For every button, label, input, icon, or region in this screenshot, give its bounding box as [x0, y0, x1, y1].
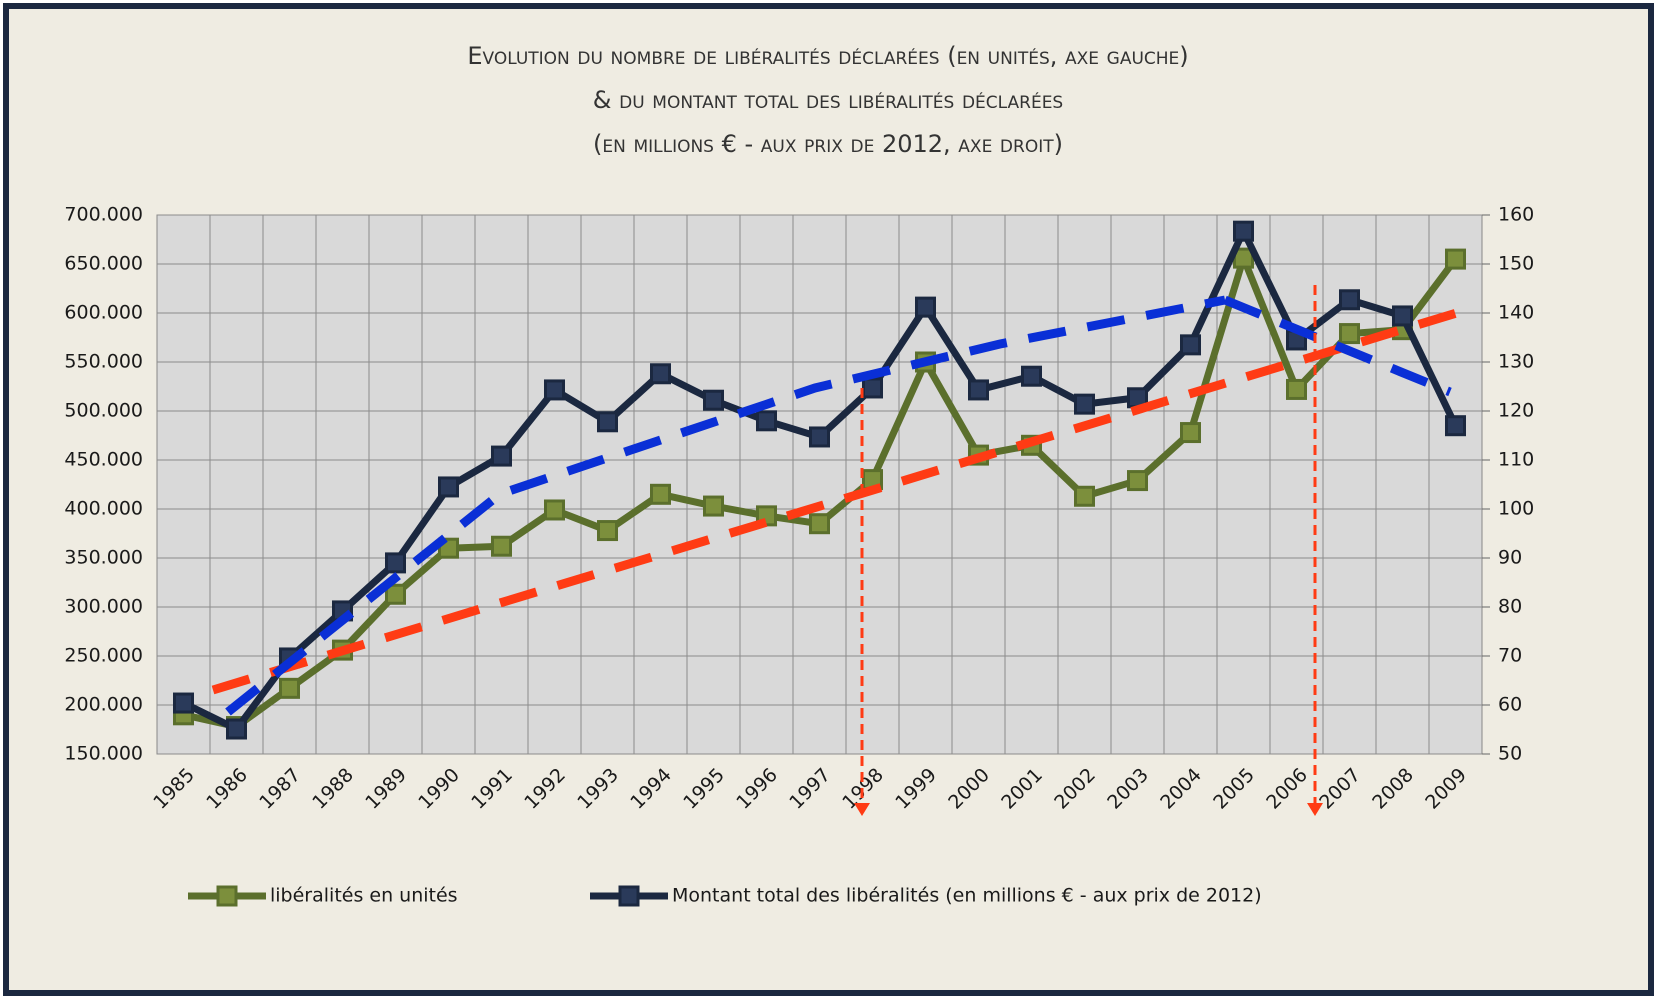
y-tick-label: 250.000 — [64, 645, 143, 667]
marker — [1445, 415, 1466, 437]
marker — [968, 379, 989, 401]
y-tick-label: 150.000 — [64, 743, 143, 765]
marker — [597, 411, 618, 433]
y2-tick-label: 120 — [1498, 400, 1534, 422]
marker — [438, 476, 459, 498]
y2-tick-label: 160 — [1498, 204, 1534, 226]
marker — [809, 513, 830, 535]
plot-area — [156, 214, 1483, 755]
y-tick-label: 600.000 — [64, 302, 143, 324]
marker — [703, 389, 724, 411]
marker — [915, 296, 936, 318]
y-tick-label: 400.000 — [64, 498, 143, 520]
marker — [597, 520, 618, 542]
legend-marker — [216, 885, 238, 907]
title-line: Evolution du nombre de libéralités décla… — [467, 42, 1188, 70]
marker — [1180, 334, 1201, 356]
marker — [226, 718, 247, 740]
marker — [1021, 365, 1042, 387]
marker — [279, 677, 300, 699]
marker — [809, 426, 830, 448]
legend-label: libéralités en unités — [270, 885, 458, 907]
y2-tick-label: 130 — [1498, 351, 1534, 373]
marker — [1074, 485, 1095, 507]
marker — [544, 379, 565, 401]
y2-tick-label: 110 — [1498, 449, 1534, 471]
y-tick-label: 200.000 — [64, 694, 143, 716]
y2-tick-label: 150 — [1498, 253, 1534, 275]
y-tick-label: 700.000 — [64, 204, 143, 226]
y-tick-label: 650.000 — [64, 253, 143, 275]
trend-line — [1223, 295, 1452, 397]
marker — [1445, 248, 1466, 270]
trend-line — [211, 307, 1462, 695]
trend-line — [225, 295, 1226, 716]
arrow-head — [1307, 803, 1323, 816]
marker — [1127, 470, 1148, 492]
y2-tick-label: 50 — [1498, 743, 1522, 765]
y2-tick-label: 60 — [1498, 694, 1522, 716]
marker — [1074, 393, 1095, 415]
legend-label: Montant total des libéralités (en millio… — [672, 885, 1262, 907]
marker — [491, 535, 512, 557]
y-tick-label: 350.000 — [64, 547, 143, 569]
marker — [491, 445, 512, 467]
annotations — [211, 285, 1462, 816]
marker — [1339, 323, 1360, 345]
legend-marker — [618, 885, 640, 907]
marker — [1286, 378, 1307, 400]
marker — [544, 499, 565, 521]
y2-tick-label: 90 — [1498, 547, 1522, 569]
marker — [385, 552, 406, 574]
legend: libéralités en unités Montant total des l… — [188, 885, 1262, 907]
y2-tick-label: 80 — [1498, 596, 1522, 618]
title-line: & du montant total des libéralités décla… — [593, 86, 1063, 114]
marker — [703, 495, 724, 517]
marker — [650, 363, 671, 385]
arrow-head — [854, 803, 870, 816]
y2-tick-label: 70 — [1498, 645, 1522, 667]
y-tick-label: 300.000 — [64, 596, 143, 618]
marker — [1180, 422, 1201, 444]
y2-tick-label: 100 — [1498, 498, 1534, 520]
marker — [385, 583, 406, 605]
marker — [1233, 220, 1254, 242]
marker — [173, 692, 194, 714]
marker — [1392, 305, 1413, 327]
marker — [862, 377, 883, 399]
y-tick-label: 550.000 — [64, 351, 143, 373]
y-tick-label: 500.000 — [64, 400, 143, 422]
marker — [650, 483, 671, 505]
marker — [756, 410, 777, 432]
y2-tick-label: 140 — [1498, 302, 1534, 324]
marker — [1339, 289, 1360, 311]
y-tick-label: 450.000 — [64, 449, 143, 471]
title-line: (en millions € - aux prix de 2012, axe d… — [593, 130, 1063, 158]
